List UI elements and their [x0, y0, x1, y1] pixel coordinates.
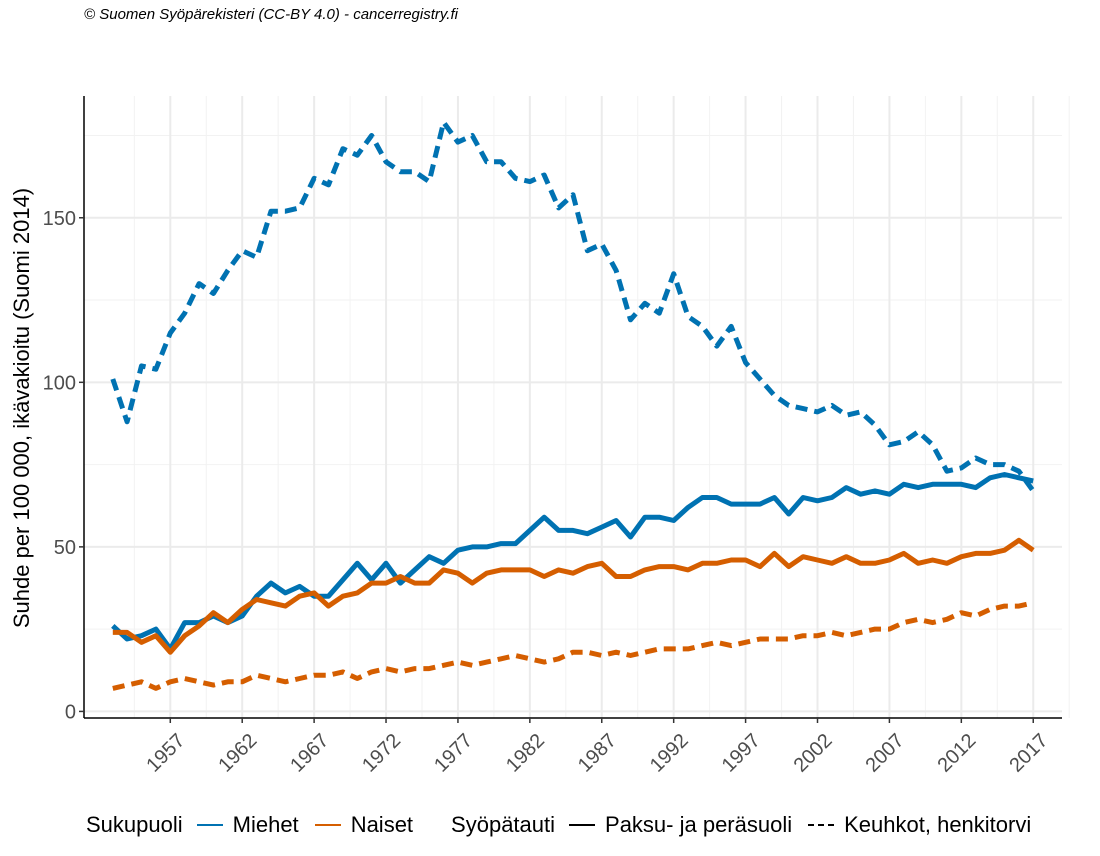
legend-item-miehet: Miehet	[196, 812, 299, 838]
grid-lines	[84, 96, 1070, 718]
series-line-naiset-solid	[112, 537, 1035, 655]
series-line-miehet-dashed	[110, 119, 1036, 493]
series-lines	[110, 119, 1036, 691]
x-tick-label: 1987	[574, 730, 621, 777]
y-tick-label: 0	[65, 701, 76, 723]
legend-label-miehet: Miehet	[232, 812, 299, 837]
legend: Sukupuoli Miehet Naiset Syöpätauti Paksu…	[86, 810, 1031, 840]
x-tick-label: 2002	[790, 730, 837, 777]
series-line-miehet-solid	[111, 472, 1034, 652]
legend-label-lung: Keuhkot, henkitorvi	[844, 812, 1032, 837]
legend-item-colorectal: Paksu- ja peräsuoli	[569, 812, 792, 838]
y-axis-title: Suhde per 100 000, ikävakioitu (Suomi 20…	[9, 188, 34, 628]
legend-item-naiset: Naiset	[314, 812, 414, 838]
legend-title-sex: Sukupuoli	[86, 812, 183, 837]
series-line-naiset-dashed	[112, 600, 1034, 691]
x-tick-label: 1967	[286, 730, 333, 777]
copyright-text: © Suomen Syöpärekisteri (CC-BY 4.0) - ca…	[84, 6, 458, 23]
x-tick-label: 2012	[933, 730, 980, 777]
legend-title-cancer: Syöpätauti	[451, 812, 556, 837]
line-chart: 0 50 100 150 1957 1962 1967 1972 1977 1982 1987 199…	[9, 96, 1070, 777]
x-tick-label: 2017	[1005, 730, 1052, 777]
legend-key-dashed	[808, 824, 835, 826]
axes	[79, 96, 1062, 723]
x-tick-label: 1982	[502, 730, 549, 777]
y-tick-label: 50	[54, 537, 76, 559]
legend-key-miehet	[196, 824, 223, 826]
y-tick-label: 100	[43, 372, 76, 394]
x-tick-label: 1992	[646, 730, 693, 777]
legend-label-colorectal: Paksu- ja peräsuoli	[605, 812, 793, 837]
legend-key-naiset	[314, 824, 341, 826]
y-tick-label: 150	[43, 208, 76, 230]
tick-labels: 0 50 100 150 1957 1962 1967 1972 1977 1982 1987 199…	[43, 208, 1053, 777]
x-tick-label: 1962	[214, 730, 261, 777]
x-tick-label: 1957	[142, 730, 189, 777]
legend-item-lung: Keuhkot, henkitorvi	[808, 812, 1031, 838]
x-tick-label: 1997	[718, 730, 765, 777]
x-tick-label: 2007	[862, 730, 909, 777]
legend-label-naiset: Naiset	[350, 812, 414, 837]
x-tick-label: 1972	[358, 730, 405, 777]
legend-key-solid	[569, 824, 596, 826]
x-tick-label: 1977	[430, 730, 477, 777]
